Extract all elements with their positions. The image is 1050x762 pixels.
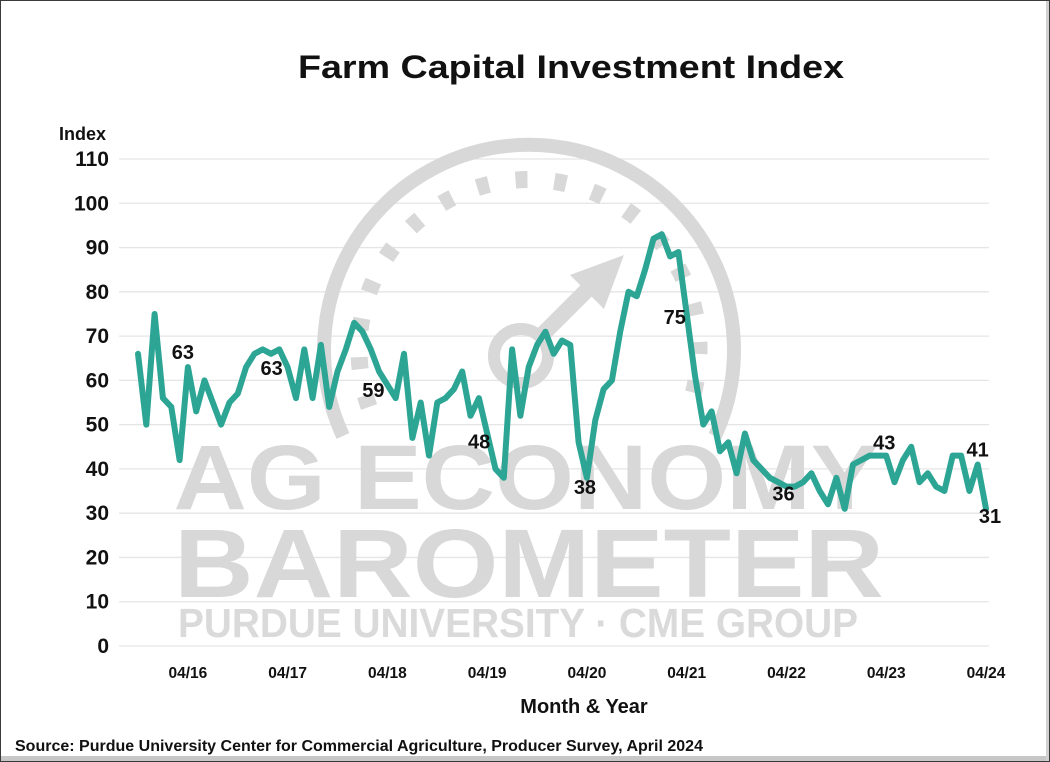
y-axis-tick-label: 20 (86, 546, 109, 569)
x-axis-tick-label: 04/24 (967, 665, 1006, 682)
y-axis-tick-label: 70 (86, 325, 109, 348)
watermark-line-1: AG ECONOMY (174, 427, 879, 529)
chart-title: Farm Capital Investment Index (298, 49, 844, 85)
x-axis-tick-label: 04/21 (667, 665, 706, 682)
x-axis-tick-label: 04/19 (468, 665, 507, 682)
x-axis-tick-label: 04/17 (268, 665, 307, 682)
source-citation: Source: Purdue University Center for Com… (15, 738, 703, 755)
y-axis-name: Index (59, 124, 106, 144)
y-axis-tick-label: 60 (86, 369, 109, 392)
y-axis-tick-label: 50 (86, 414, 109, 437)
window-edge-bottom (1, 756, 1049, 761)
window-edge-right (1046, 1, 1049, 761)
x-axis-tick-label: 04/23 (867, 665, 906, 682)
data-point-label: 38 (574, 477, 596, 499)
y-axis-tick-label: 90 (86, 237, 109, 260)
annotation-layer: 63 63 59 48 38 75 36 43 41 31 (172, 307, 1001, 528)
y-axis-tick-label: 110 (75, 148, 109, 171)
data-point-label: 63 (261, 358, 283, 380)
x-axis-tick-label: 04/20 (568, 665, 607, 682)
data-point-label: 36 (772, 484, 794, 506)
gauge-arrow-head-icon (570, 255, 624, 309)
y-axis-tick-label: 30 (86, 502, 109, 525)
ag-economy-barometer-watermark: AG ECONOMY BAROMETER PURDUE UNIVERSITY ·… (174, 137, 884, 646)
data-point-label: 41 (967, 439, 989, 461)
data-point-label: 31 (979, 506, 1001, 528)
data-point-label: 48 (468, 431, 490, 453)
series-layer (135, 231, 989, 512)
gauge-outer-arc-icon (317, 137, 741, 439)
data-point-label: 43 (873, 433, 895, 455)
y-axis-tick-label: 40 (86, 458, 109, 481)
watermark-line-2: BAROMETER (174, 509, 884, 618)
gauge-hub-icon (488, 323, 554, 389)
x-axis-tick-labels: 04/16 04/17 04/18 04/19 04/20 04/21 04/22 04/23… (168, 665, 1005, 682)
y-axis-tick-label: 100 (74, 192, 109, 215)
y-axis-tick-label: 80 (86, 281, 109, 304)
x-axis-tick-label: 04/22 (767, 665, 806, 682)
y-axis-tick-label: 0 (97, 635, 109, 658)
x-axis-title: Month & Year (520, 696, 648, 718)
data-point-label: 59 (362, 380, 384, 402)
x-axis-tick-label: 04/16 (168, 665, 207, 682)
x-axis-tick-label: 04/18 (368, 665, 407, 682)
data-point-label: 63 (172, 342, 194, 364)
y-axis-tick-label: 10 (86, 591, 109, 614)
watermark-line-3: PURDUE UNIVERSITY · CME GROUP (178, 600, 858, 646)
gauge-tick-ring-icon (350, 171, 708, 410)
gridlines (119, 158, 989, 647)
data-point-label: 75 (664, 307, 686, 329)
investment-index-line (135, 231, 989, 512)
